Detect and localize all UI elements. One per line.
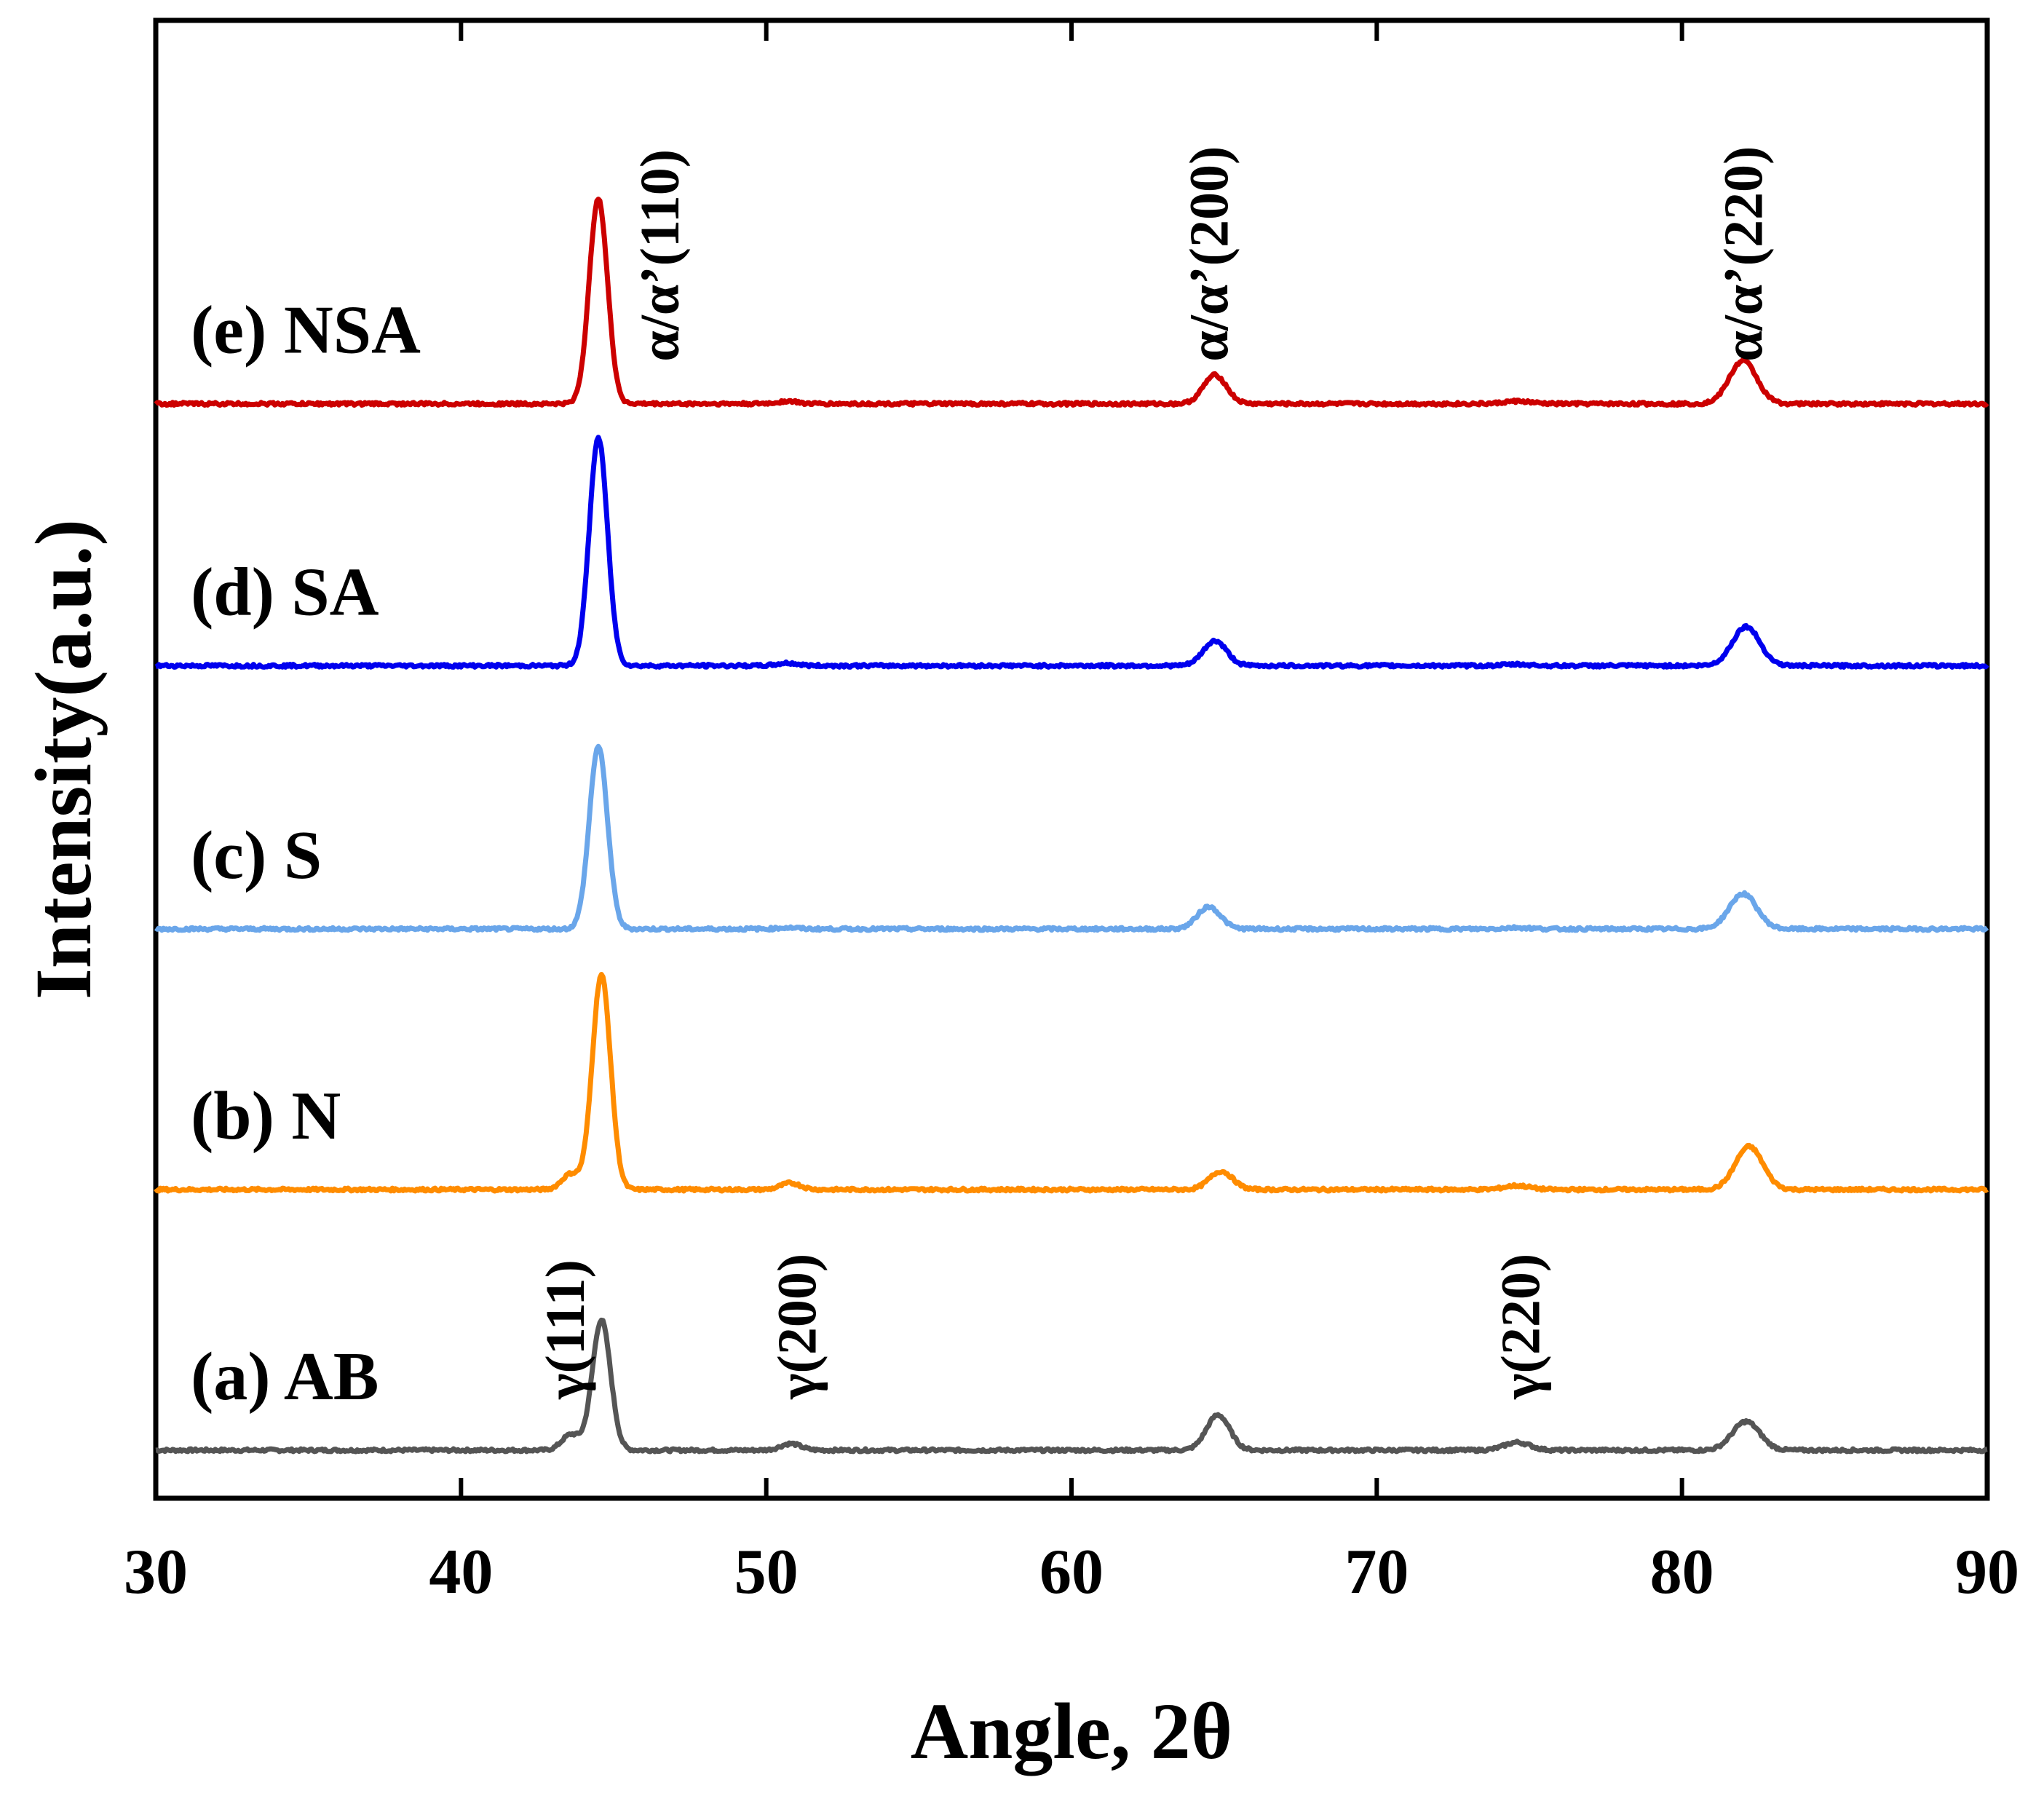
peak-label-0: γ(111): [535, 1259, 596, 1400]
x-tick-label-30: 30: [124, 1537, 188, 1607]
peak-label-3: α/α’(110): [630, 149, 691, 362]
peak-annotations: γ(111) γ(200) γ(220) α/α’(110) α/α’(200) α/α’…: [535, 146, 1775, 1400]
x-tick-label-50: 50: [734, 1537, 799, 1607]
peak-label-1: γ(200): [767, 1254, 828, 1400]
series-label-ab: (a) AB: [191, 1339, 379, 1415]
series-curves: [154, 197, 1989, 1455]
x-tick-label-80: 80: [1650, 1537, 1714, 1607]
series-line-ab: [154, 1317, 1989, 1455]
peak-label-4: α/α’(200): [1179, 146, 1240, 362]
x-axis-tick-labels: 30 40 50 60 70 80 90: [124, 1537, 2019, 1607]
series-line-s: [154, 743, 1989, 933]
series-line-nsa: [154, 197, 1989, 408]
x-tick-label-70: 70: [1344, 1537, 1409, 1607]
x-tick-label-40: 40: [429, 1537, 493, 1607]
x-tick-label-60: 60: [1039, 1537, 1104, 1607]
peak-label-2: γ(220): [1490, 1254, 1551, 1400]
series-labels: (a) AB (b) N (c) S (d) SA (e) NSA: [191, 293, 421, 1415]
x-tick-label-90: 90: [1955, 1537, 2019, 1607]
series-line-sa: [154, 435, 1989, 670]
series-label-nsa: (e) NSA: [191, 293, 421, 368]
x-axis-ticks: [154, 20, 1989, 1498]
series-label-s: (c) S: [191, 818, 322, 893]
x-axis-label: Angle, 2θ: [911, 1687, 1232, 1776]
series-line-n: [154, 972, 1989, 1194]
y-axis-label: Intensity(a.u.): [19, 519, 108, 1000]
series-label-n: (b) N: [191, 1078, 341, 1154]
series-label-sa: (d) SA: [191, 554, 379, 630]
peak-label-5: α/α’(220): [1714, 146, 1775, 362]
